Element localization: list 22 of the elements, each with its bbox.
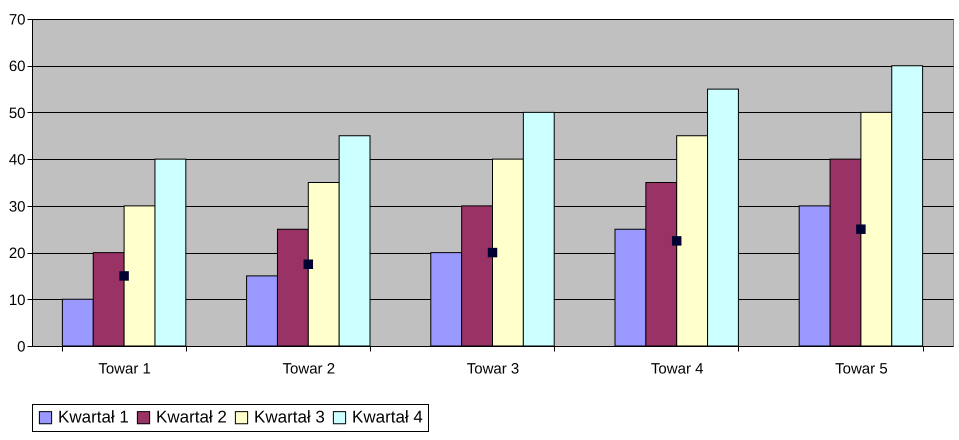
x-tick-label: Towar 3: [466, 360, 520, 378]
x-tick-label: Towar 4: [650, 360, 704, 378]
legend-label: Kwartał 2: [156, 408, 227, 427]
x-tick-label: Towar 5: [835, 360, 888, 378]
y-tick-label: 50: [8, 104, 26, 122]
y-tick-label: 0: [17, 338, 26, 356]
point: [672, 236, 682, 246]
y-tick-label: 70: [8, 12, 26, 28]
x-tick-label: Towar 1: [98, 360, 151, 378]
point: [488, 248, 498, 258]
legend-label: Kwartał 3: [254, 408, 325, 427]
y-tick-label: 20: [8, 245, 26, 262]
y-tick-label: 10: [8, 292, 26, 309]
y-tick-label: 40: [8, 152, 26, 169]
point: [856, 224, 866, 234]
y-tick-label: 60: [8, 58, 26, 76]
legend-label: Kwartał 1: [58, 408, 129, 427]
x-tick-label: Towar 2: [282, 360, 336, 378]
point: [119, 271, 129, 281]
point: [304, 260, 314, 269]
y-tick-label: 30: [8, 198, 26, 216]
legend-label: Kwartał 4: [352, 408, 423, 427]
